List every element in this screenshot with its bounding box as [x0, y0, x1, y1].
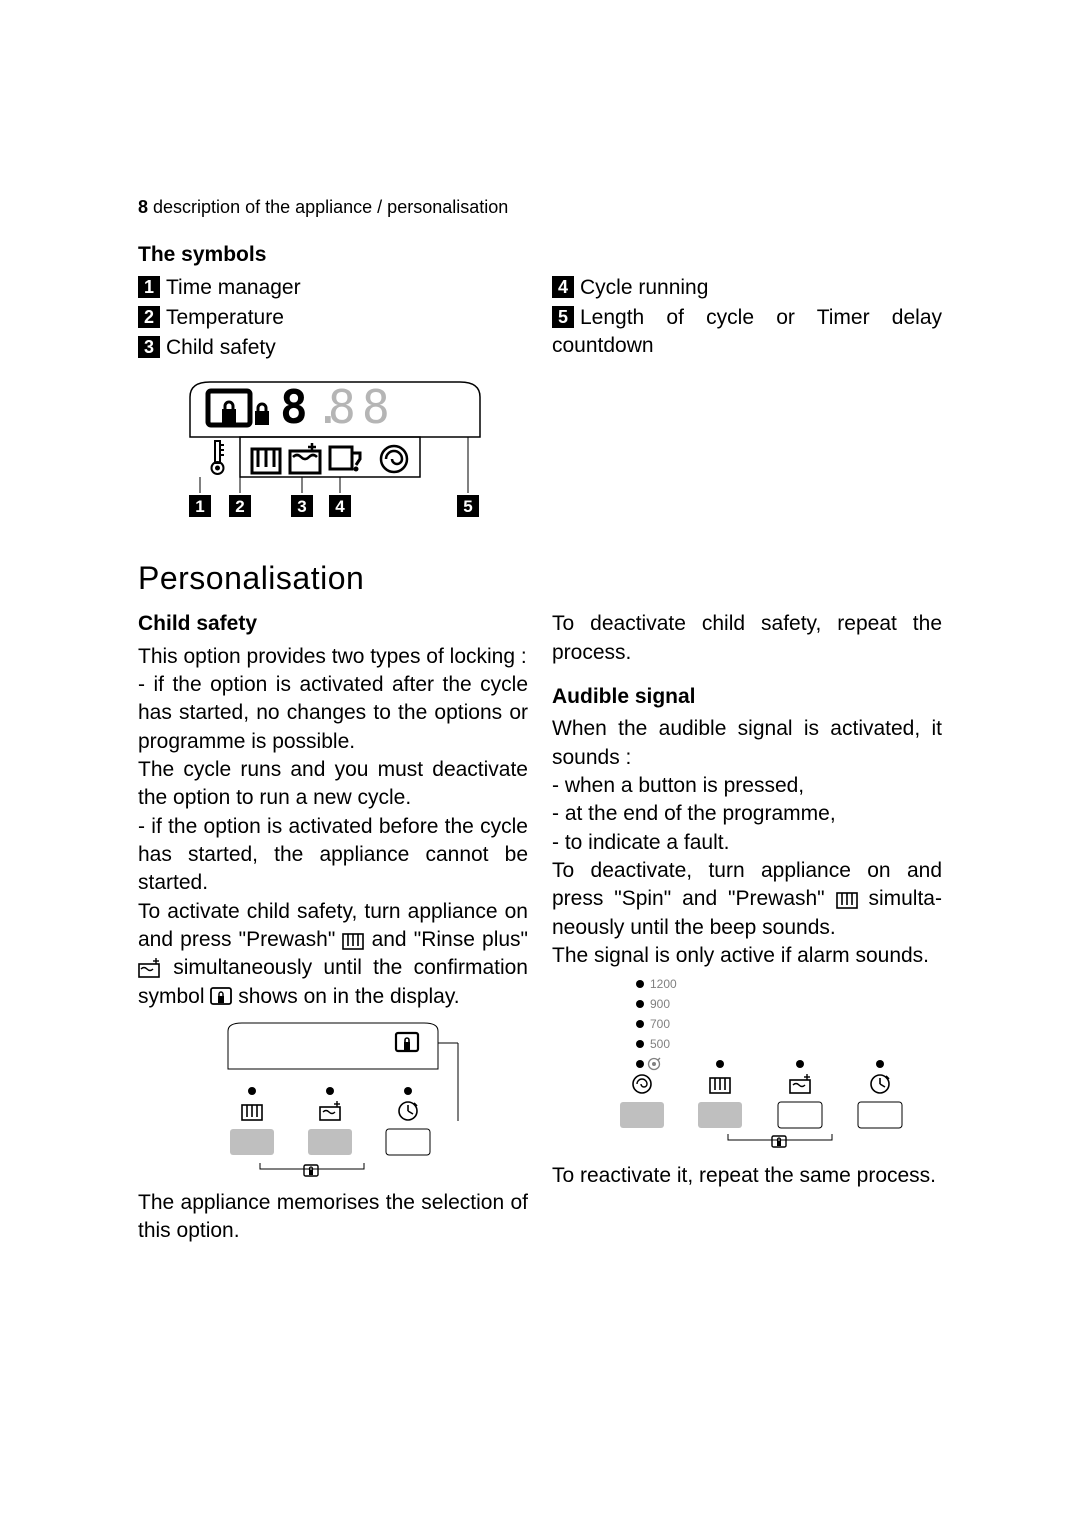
- symbol-marker-1: 1: [138, 276, 160, 298]
- symbol-label-3: Child safety: [166, 336, 276, 359]
- aud-p3: The signal is only active if alarm sound…: [552, 942, 942, 970]
- left-column: Child safety This option provides two ty…: [138, 610, 528, 1246]
- symbol-label-4: Cycle running: [580, 276, 708, 299]
- cs-p3: The cycle runs and you must deactivate t…: [138, 756, 528, 813]
- svg-text:8: 8: [362, 380, 388, 434]
- aud-p2: To deactivate, turn appliance on and pre…: [552, 857, 942, 942]
- svg-text:500: 500: [650, 1037, 670, 1051]
- prewash-icon: [342, 930, 364, 950]
- cs-p5: To activate child safety, turn appliance…: [138, 898, 528, 1011]
- symbols-title: The symbols: [138, 241, 942, 269]
- svg-text:700: 700: [650, 1017, 670, 1031]
- cs-p6: The appliance memorises the selection of…: [138, 1189, 528, 1246]
- audible-panel-diagram: 1200 900 700 500: [612, 974, 912, 1154]
- prewash-icon: [836, 889, 858, 909]
- svg-text:5: 5: [463, 497, 472, 516]
- rinse-plus-icon: [138, 958, 162, 978]
- cs-p1: This option provides two types of lockin…: [138, 643, 528, 671]
- cs-p2: - if the option is activated after the c…: [138, 671, 528, 756]
- aud-p1: When the audible signal is activated, it…: [552, 715, 942, 772]
- page-header-text: description of the appliance / personali…: [153, 197, 508, 217]
- symbols-right-col: 4 Cycle running 5Length of cycle or Timer…: [552, 274, 942, 365]
- symbol-label-2: Temperature: [166, 306, 284, 329]
- svg-text:8: 8: [280, 380, 306, 434]
- aud-p4: To reactivate it, repeat the same proces…: [552, 1162, 942, 1190]
- aud-b1: - when a button is pressed,: [552, 772, 942, 800]
- aud-b2: - at the end of the programme,: [552, 800, 942, 828]
- display-diagram: 8 . 8 8 1 2: [180, 377, 490, 527]
- symbols-section: The symbols 1 Time manager 2 Temperature 3…: [138, 241, 942, 364]
- symbol-label-1: Time manager: [166, 276, 301, 299]
- svg-text:3: 3: [297, 497, 306, 516]
- personalisation-title: Personalisation: [138, 557, 942, 600]
- symbol-marker-4: 4: [552, 276, 574, 298]
- cs-p4: - if the option is activated before the …: [138, 813, 528, 898]
- symbol-marker-2: 2: [138, 306, 160, 328]
- symbol-marker-3: 3: [138, 336, 160, 358]
- symbol-marker-5: 5: [552, 306, 574, 328]
- svg-text:2: 2: [235, 497, 244, 516]
- svg-text:4: 4: [335, 497, 345, 516]
- page-number: 8: [138, 197, 148, 217]
- right-column: To deactivate child safety, repeat the p…: [552, 610, 942, 1246]
- svg-text:8: 8: [328, 380, 354, 434]
- lock-display-icon: [210, 987, 232, 1007]
- child-safety-title: Child safety: [138, 610, 528, 638]
- svg-text:1200: 1200: [650, 977, 677, 991]
- symbols-left-col: 1 Time manager 2 Temperature 3 Child safety: [138, 274, 528, 365]
- svg-text:900: 900: [650, 997, 670, 1011]
- audible-title: Audible signal: [552, 683, 942, 711]
- page-header: 8 description of the appliance / persona…: [138, 195, 942, 219]
- svg-text:1: 1: [195, 497, 204, 516]
- aud-b3: - to indicate a fault.: [552, 829, 942, 857]
- child-safety-panel-diagram: [198, 1021, 468, 1181]
- symbol-label-5: Length of cycle or Timer delay countdown: [552, 306, 942, 357]
- cs-p7: To deactivate child safety, repeat the p…: [552, 610, 942, 667]
